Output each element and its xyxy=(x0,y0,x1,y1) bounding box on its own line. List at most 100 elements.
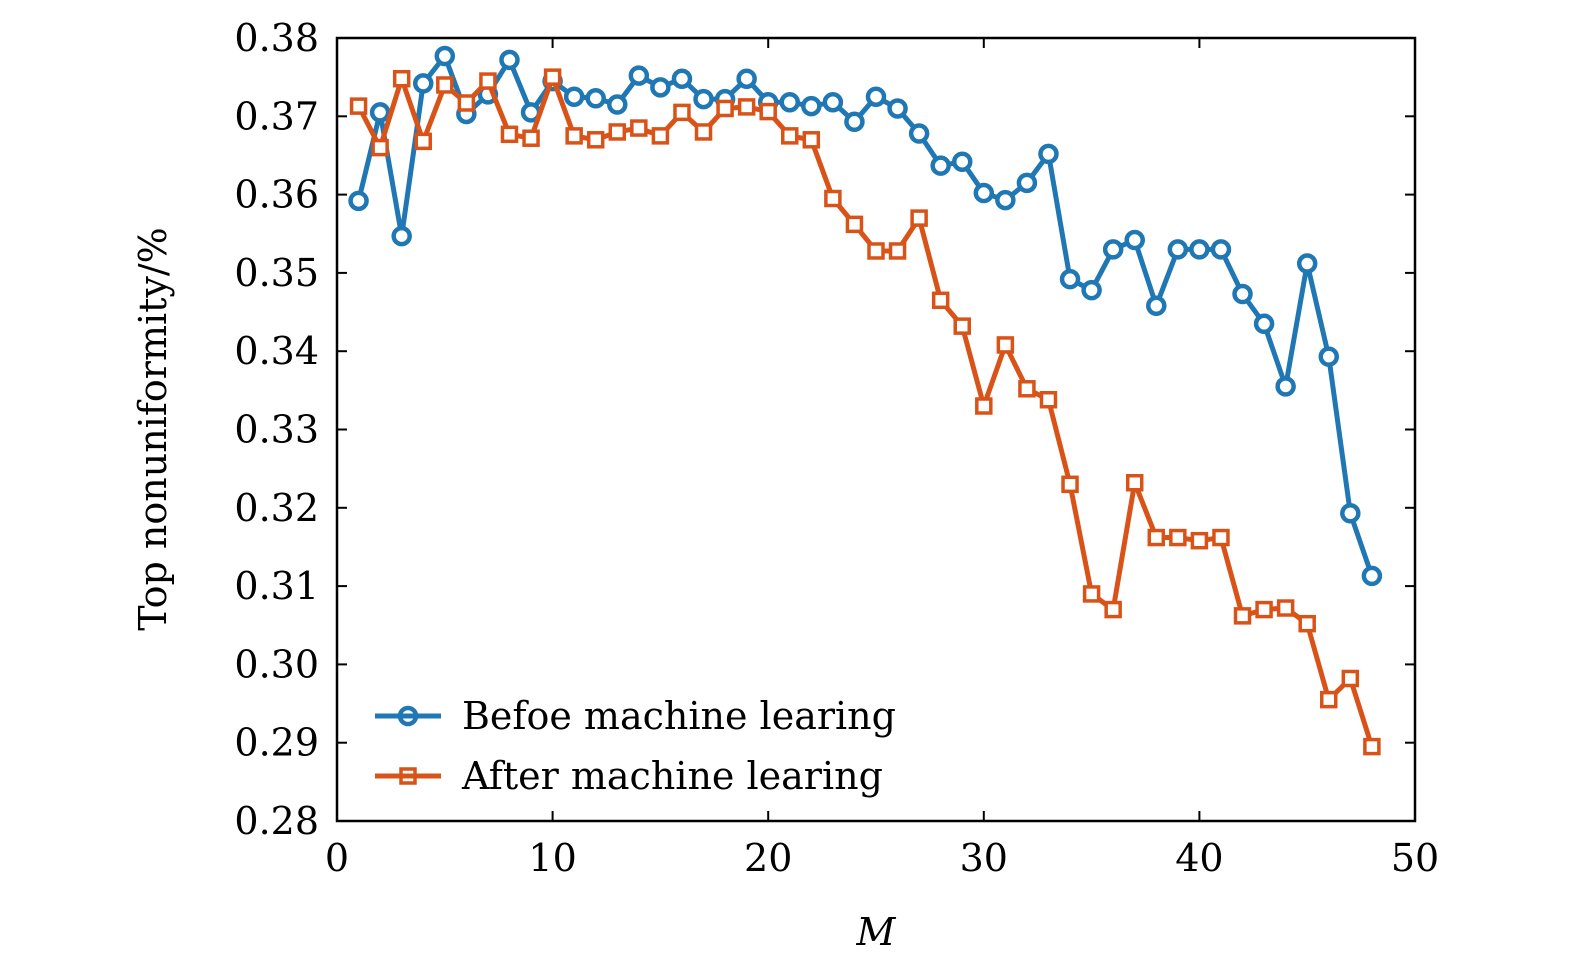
data-point xyxy=(1104,600,1122,619)
data-point xyxy=(1318,346,1340,367)
data-point xyxy=(1147,528,1166,547)
data-point xyxy=(865,86,887,107)
data-point xyxy=(1169,528,1187,547)
plot-area xyxy=(335,36,1417,823)
data-point xyxy=(888,242,907,260)
data-point xyxy=(650,77,671,98)
data-point xyxy=(694,123,713,141)
data-point xyxy=(1125,473,1144,492)
data-point xyxy=(1146,295,1167,317)
legend-marker-before xyxy=(397,705,419,727)
data-point xyxy=(585,88,606,109)
data-point xyxy=(500,125,519,144)
data-point xyxy=(1212,528,1230,547)
data-point xyxy=(844,111,865,133)
data-point xyxy=(1232,283,1253,305)
data-point xyxy=(802,131,821,149)
data-point xyxy=(1341,669,1360,688)
data-point xyxy=(845,215,864,234)
data-point xyxy=(1296,253,1318,274)
data-point xyxy=(953,317,971,335)
data-point xyxy=(565,127,583,145)
data-point xyxy=(522,129,540,147)
legend-label-before: Befoe machine learing xyxy=(462,694,896,738)
data-point xyxy=(434,45,456,67)
data-point xyxy=(1340,503,1361,524)
data-point xyxy=(607,94,628,115)
data-point xyxy=(867,242,885,260)
x-tick-label: 20 xyxy=(744,836,792,880)
data-point xyxy=(1298,614,1316,633)
data-point xyxy=(930,155,951,176)
data-point xyxy=(1363,737,1381,756)
data-point xyxy=(973,182,995,204)
data-point xyxy=(887,98,908,119)
data-point xyxy=(781,127,799,145)
data-point xyxy=(996,336,1015,354)
data-point xyxy=(1275,376,1296,397)
data-point xyxy=(673,103,691,122)
data-point xyxy=(1038,143,1059,165)
legend-marker-after xyxy=(399,767,417,785)
x-tick-label: 30 xyxy=(960,836,1008,880)
data-point xyxy=(499,49,520,71)
data-point xyxy=(693,88,714,110)
data-point xyxy=(1018,380,1036,398)
data-point xyxy=(1210,239,1232,260)
x-tick-label: 10 xyxy=(528,836,576,880)
y-tick-label: 0.31 xyxy=(234,564,319,608)
data-point xyxy=(391,225,412,247)
legend: Befoe machine learing After machine lear… xyxy=(375,694,896,798)
data-point xyxy=(1189,239,1210,260)
data-point xyxy=(628,65,650,86)
y-tick-label: 0.34 xyxy=(234,329,319,373)
data-point xyxy=(371,138,389,157)
data-point xyxy=(1061,475,1079,494)
y-tick-label: 0.28 xyxy=(234,799,319,843)
data-point xyxy=(651,127,670,145)
data-point xyxy=(1167,239,1189,260)
y-tick-label: 0.38 xyxy=(234,16,319,60)
x-tick-label: 50 xyxy=(1391,836,1439,880)
y-tick-label: 0.36 xyxy=(234,173,319,217)
data-point xyxy=(348,190,369,212)
data-point xyxy=(1320,690,1338,709)
data-point xyxy=(716,99,734,118)
data-point xyxy=(759,102,777,121)
data-point xyxy=(975,397,993,415)
y-tick-label: 0.35 xyxy=(234,251,319,295)
data-point xyxy=(1039,390,1058,409)
data-point xyxy=(737,98,756,116)
ticks: 0 10 20 30 40 50 0.28 0.29 0.30 0.31 0.32 0.33 0.34 0… xyxy=(234,16,1439,880)
data-point xyxy=(479,72,497,90)
data-point xyxy=(457,94,476,112)
y-tick-label: 0.33 xyxy=(234,408,319,452)
data-point xyxy=(586,131,605,149)
data-point xyxy=(995,189,1016,211)
data-point xyxy=(563,86,585,107)
data-point xyxy=(1276,599,1295,617)
data-point xyxy=(392,69,411,88)
data-point xyxy=(1102,239,1124,260)
y-tick-label: 0.30 xyxy=(234,642,319,686)
data-point xyxy=(824,189,842,208)
data-point xyxy=(822,91,844,113)
data-point xyxy=(1016,172,1038,194)
data-point xyxy=(1081,279,1102,301)
data-point xyxy=(1124,229,1145,251)
data-point xyxy=(608,123,627,141)
y-tick-label: 0.32 xyxy=(234,486,319,530)
data-point xyxy=(412,73,434,94)
data-point xyxy=(1253,313,1275,335)
data-point xyxy=(369,102,391,123)
data-point xyxy=(908,123,930,144)
data-point xyxy=(736,68,757,89)
data-point xyxy=(1190,531,1209,550)
data-point xyxy=(801,95,822,117)
data-point xyxy=(349,97,368,115)
series-after xyxy=(349,68,1381,756)
series-layer xyxy=(348,45,1383,756)
data-point xyxy=(543,68,562,86)
y-axis-label: Top nonuniformity/% xyxy=(131,227,175,631)
